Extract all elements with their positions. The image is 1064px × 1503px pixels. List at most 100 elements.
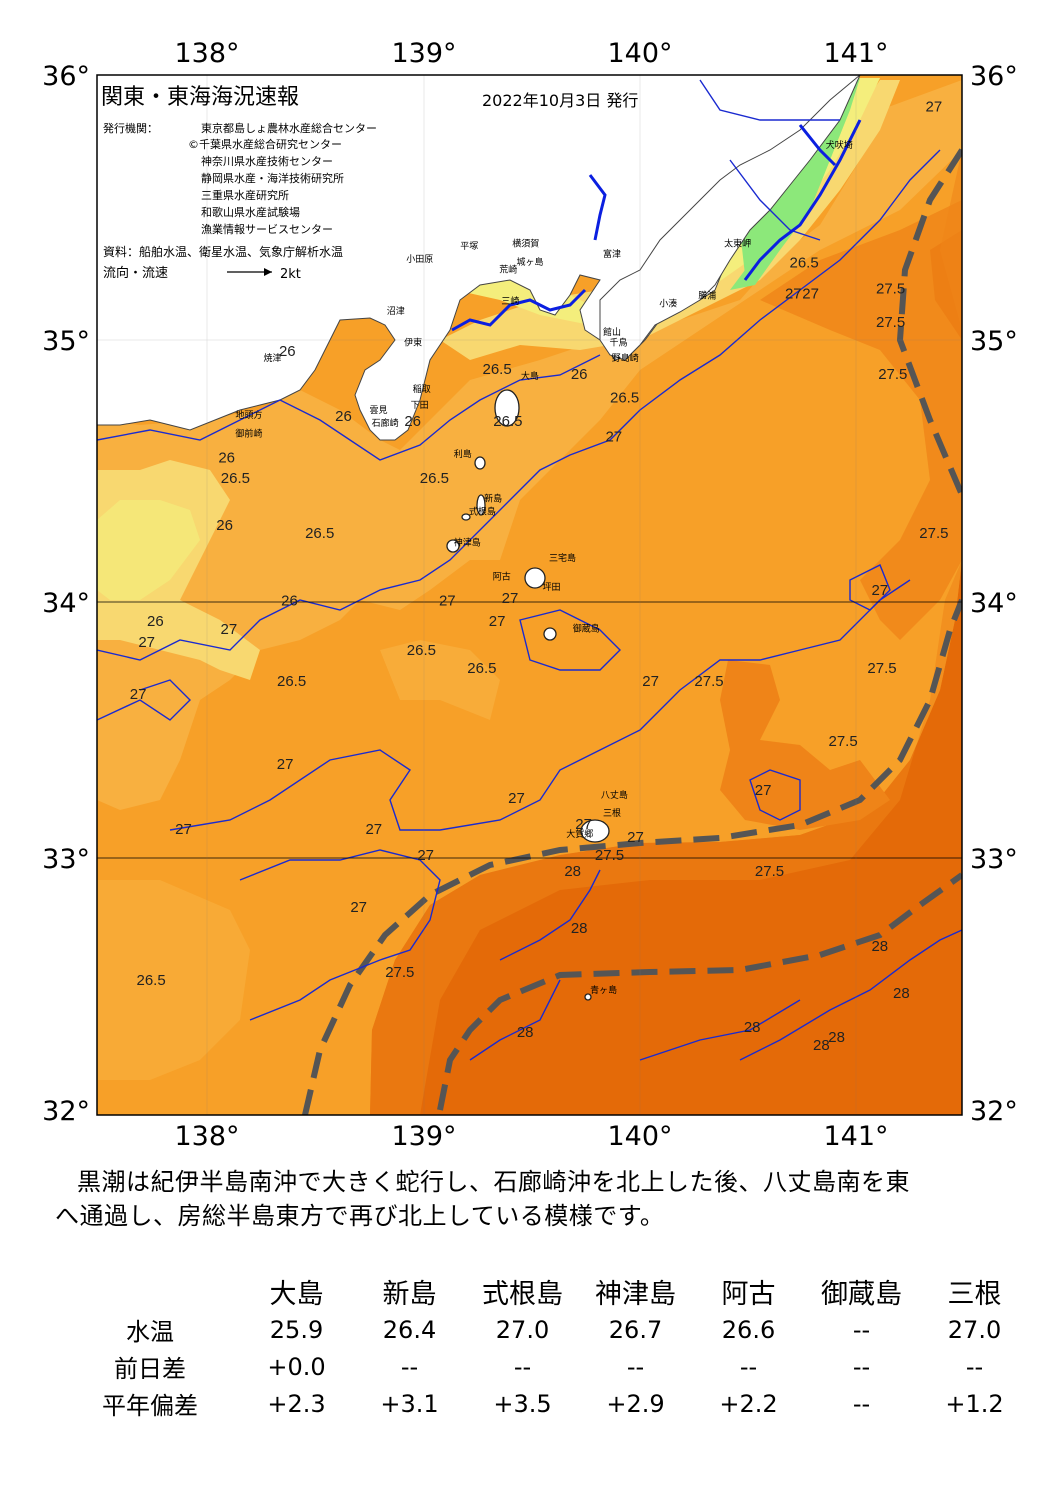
lon-label: 138°: [174, 1121, 239, 1152]
lon-label: 138°: [174, 38, 239, 69]
table-cell: +2.9: [606, 1389, 665, 1418]
place-label: 平塚: [460, 241, 478, 252]
lon-label: 140°: [607, 38, 672, 69]
contour-label: 28: [517, 1024, 534, 1041]
place-label: 千鳥: [610, 336, 628, 348]
place-label: 稲取: [413, 383, 431, 395]
contour-label: 28: [744, 1019, 761, 1036]
contour-label: 28: [828, 1029, 845, 1046]
water-25-5-w: [97, 500, 200, 600]
map-title: 関東・東海海況速報: [101, 85, 299, 110]
station-header-row: 大島 新島 式根島 神津島 阿古 御蔵島 三根: [60, 1272, 1031, 1311]
lat-label: 34°: [970, 588, 1018, 619]
contour-label: 26.5: [136, 972, 165, 989]
contour-label: 27: [926, 98, 943, 115]
contour-label: 27: [755, 782, 772, 799]
lat-label: 32°: [42, 1096, 90, 1127]
station-name: 神津島: [595, 1279, 676, 1310]
place-label: 焼津: [264, 353, 282, 364]
island-mikurajima: [543, 627, 557, 641]
station-name: 式根島: [482, 1279, 563, 1310]
lon-label: 139°: [391, 38, 456, 69]
summary-line: へ通過し、房総半島東方で再び北上している模様です。: [55, 1202, 665, 1230]
table-cell: --: [513, 1352, 532, 1381]
flow-legend-scale: 2kt: [280, 267, 301, 282]
contour-label: 27.5: [919, 525, 948, 542]
contour-label: 26: [571, 366, 588, 383]
lat-label: 33°: [42, 844, 90, 875]
contour-label: 27: [785, 286, 802, 303]
place-label: 大島: [521, 370, 539, 382]
table-cell: --: [852, 1315, 871, 1344]
island-toshima: [474, 456, 486, 470]
issuer-item: 静岡県水産・海洋技術研究所: [201, 171, 344, 185]
place-label: 横須賀: [512, 238, 539, 250]
lat-label: 36°: [42, 61, 90, 92]
place-label: 阿古: [493, 570, 511, 582]
contour-label: 27: [277, 756, 294, 773]
summary-text: 黒潮は紀伊半島南沖で大きく蛇行し、石廊崎沖を北上した後、八丈島南を東 へ通過し、…: [55, 1165, 1005, 1233]
land-honshu: [97, 75, 861, 441]
station-name: 大島: [269, 1279, 324, 1310]
sst-contours: [97, 79, 962, 1061]
island-aogashima: [584, 993, 592, 1001]
contour-label: 26: [335, 408, 352, 425]
table-cell: +1.2: [945, 1389, 1004, 1418]
contour-label: 26: [404, 413, 421, 430]
station-name: 三根: [947, 1279, 1002, 1310]
summary-line: 黒潮は紀伊半島南沖で大きく蛇行し、石廊崎沖を北上した後、八丈島南を東: [77, 1168, 910, 1196]
contour-label: 28: [571, 920, 588, 937]
place-label: 野島崎: [612, 352, 639, 364]
lat-labels-left: 36° 35° 34° 33° 32°: [42, 61, 90, 1127]
contour-label: 27: [489, 613, 506, 630]
table-cell: +2.2: [719, 1389, 778, 1418]
contour-label: 27: [502, 590, 519, 607]
contour-label: 27.5: [385, 964, 414, 981]
place-label: 三崎: [501, 295, 519, 307]
lon-labels-top: 138° 139° 140° 141°: [174, 38, 888, 69]
row-label: 前日差: [114, 1355, 186, 1383]
contour-label: 28: [893, 985, 910, 1002]
contour-label: 27: [138, 634, 155, 651]
contour-label: 27: [871, 582, 888, 599]
lon-label: 140°: [607, 1121, 672, 1152]
table-cell: +3.5: [493, 1389, 552, 1418]
lat-label: 32°: [970, 1096, 1018, 1127]
issuer-item: ©千葉県水産総合研究センター: [188, 137, 342, 151]
issuer-item: 漁業情報サービスセンター: [201, 222, 333, 236]
row-label: 平年偏差: [102, 1392, 198, 1420]
island-miyakejima: [524, 567, 546, 589]
station-name: 御蔵島: [821, 1279, 902, 1310]
island-kozushima: [446, 539, 460, 553]
place-label: 大賀郷: [566, 828, 593, 840]
contour-label: 27: [417, 847, 434, 864]
contour-label: 26.5: [493, 413, 522, 430]
contour-label: 27: [605, 429, 622, 446]
place-label: 三根: [603, 807, 621, 819]
place-label: 伊東: [404, 336, 422, 348]
issue-date: 2022年10月3日 発行: [482, 91, 638, 110]
place-label: 小田原: [406, 254, 433, 265]
place-label: 三宅島: [549, 552, 576, 564]
contour-label: 26.5: [789, 254, 818, 271]
place-label: 八丈島: [601, 789, 628, 801]
place-label: 勝浦: [698, 290, 716, 302]
contour-label: 27.5: [828, 733, 857, 750]
row-label: 水温: [126, 1318, 174, 1346]
flow-legend-label: 流向・流速: [103, 265, 168, 281]
place-label: 富津: [603, 248, 621, 260]
contour-label: 27: [802, 286, 819, 303]
lon-label: 141°: [823, 1121, 888, 1152]
contour-label: 26.5: [482, 361, 511, 378]
water-27-5: [370, 150, 962, 1115]
island-oshima: [494, 389, 520, 427]
place-label: 式根島: [469, 505, 496, 517]
islands: [446, 389, 610, 1001]
lat-label: 34°: [42, 588, 90, 619]
issuer-item: 三重県水産研究所: [201, 188, 289, 202]
contour-label: 26.5: [277, 673, 306, 690]
contour-label: 27.5: [876, 314, 905, 331]
data-source: 資料：船舶水温、衛星水温、気象庁解析水温: [103, 244, 343, 259]
